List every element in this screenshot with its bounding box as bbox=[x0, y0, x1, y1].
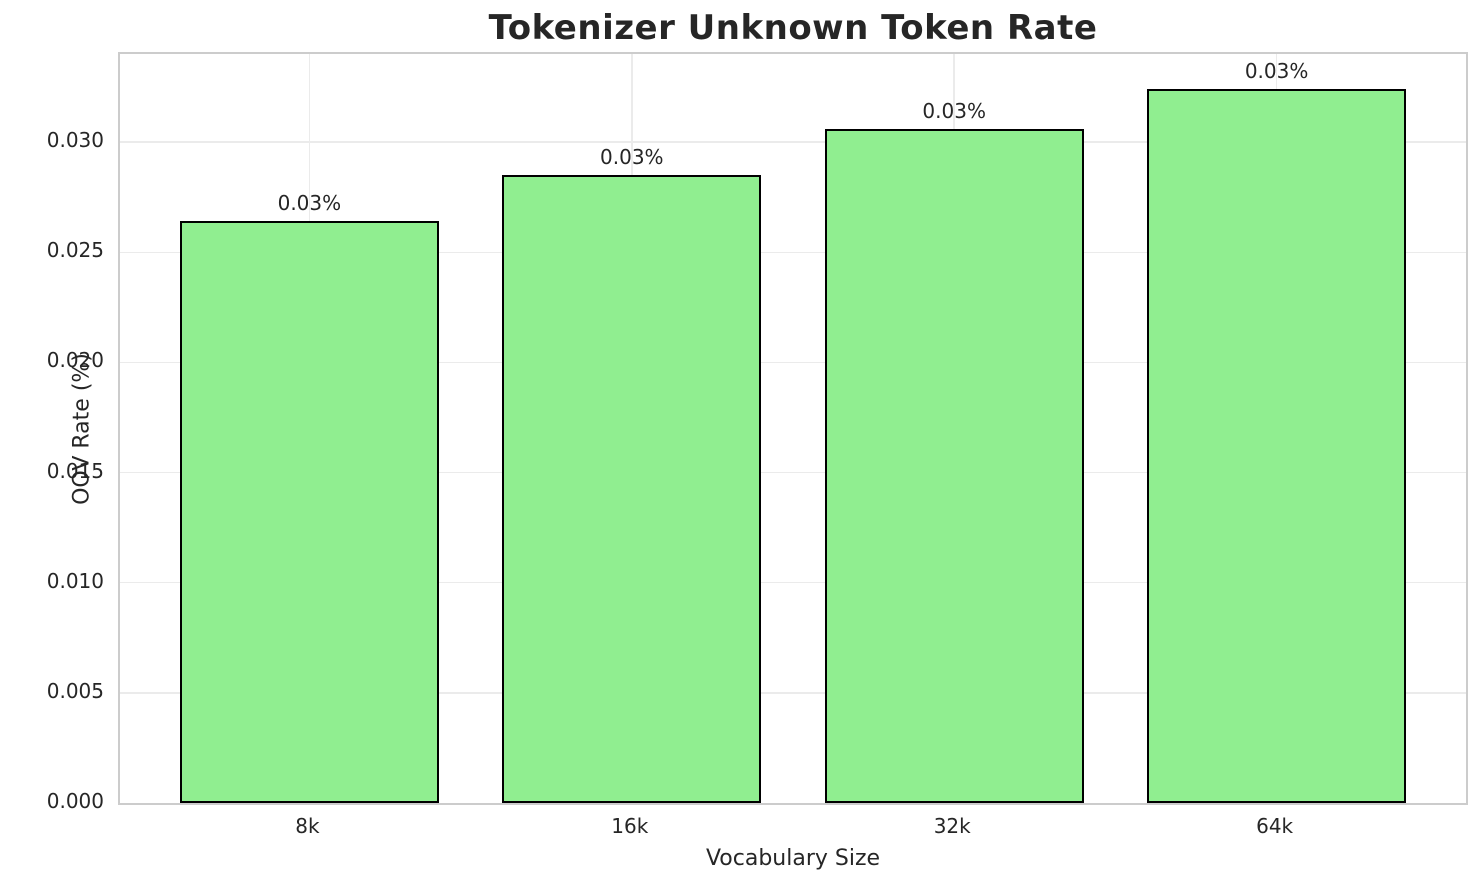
bar-value-label: 0.03% bbox=[922, 98, 986, 123]
bar-value-label: 0.03% bbox=[1244, 59, 1309, 84]
x-axis-tick-labels: 8k 16k 32k 64k bbox=[118, 814, 1468, 840]
chart-title: Tokenizer Unknown Token Rate bbox=[488, 8, 1098, 48]
h-gridline bbox=[120, 581, 1466, 584]
h-gridline bbox=[120, 141, 1466, 143]
y-axis-tick-labels: 0.000 0.005 0.010 0.015 0.020 0.025 0.030 bbox=[0, 52, 104, 813]
x-tick-label: 8k bbox=[295, 814, 320, 838]
bar-32k bbox=[824, 128, 1084, 803]
bar-64k bbox=[1146, 89, 1407, 803]
y-tick-label: 0.025 bbox=[46, 238, 104, 263]
y-tick-label: 0.030 bbox=[46, 128, 104, 153]
bar-8k bbox=[179, 221, 439, 803]
h-gridline bbox=[120, 471, 1466, 474]
h-gridline bbox=[120, 361, 1466, 364]
bar-value-label: 0.03% bbox=[277, 191, 342, 216]
y-tick-label: 0.010 bbox=[46, 568, 104, 593]
x-tick-label: 64k bbox=[1256, 814, 1294, 838]
bar-16k bbox=[502, 175, 762, 803]
x-tick-label: 32k bbox=[933, 814, 971, 838]
x-tick-label: 16k bbox=[611, 814, 649, 838]
y-tick-label: 0.020 bbox=[46, 348, 104, 373]
bar-value-label: 0.03% bbox=[600, 145, 664, 170]
h-gridline bbox=[120, 251, 1466, 254]
y-tick-label: 0.000 bbox=[46, 789, 104, 813]
x-axis-label: Vocabulary Size bbox=[705, 846, 881, 871]
y-tick-label: 0.005 bbox=[46, 678, 104, 703]
y-tick-label: 0.015 bbox=[46, 458, 104, 483]
plot-area: 0.03% 0.03% 0.03% 0.03% bbox=[118, 52, 1468, 805]
h-gridline bbox=[120, 692, 1466, 694]
